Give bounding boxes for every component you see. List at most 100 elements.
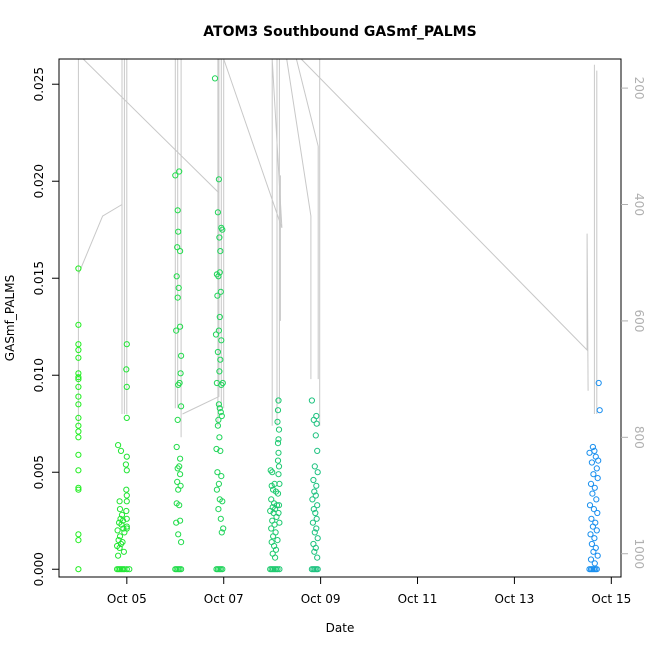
data-point: [75, 321, 82, 328]
data-point: [308, 397, 315, 404]
x-axis: Oct 05 Oct 07 Oct 09 Oct 11 Oct 13 Oct 15: [107, 577, 631, 606]
data-point: [589, 443, 597, 451]
data-point: [114, 527, 121, 534]
data-point: [75, 537, 82, 544]
data-point: [116, 544, 123, 552]
data-point: [314, 502, 321, 509]
data-point: [75, 341, 82, 348]
data-point: [174, 244, 181, 251]
data-point: [122, 461, 130, 468]
data-point: [177, 370, 184, 377]
data-point: [175, 531, 182, 538]
data-point: [218, 529, 225, 536]
data-point: [275, 449, 282, 456]
x-axis-label: Date: [326, 621, 355, 635]
data-point: [216, 405, 223, 412]
data-point: [596, 407, 603, 414]
data-point: [75, 428, 82, 435]
data-point: [314, 566, 321, 573]
pressure-line: [77, 59, 123, 426]
data-point: [312, 544, 319, 552]
data-point: [594, 552, 601, 559]
data-point: [215, 327, 222, 334]
y2-axis: 200 400 600 800 1000: [621, 77, 646, 569]
data-point: [275, 426, 283, 433]
data-point: [588, 515, 595, 522]
pressure-line: [82, 58, 220, 194]
data-point: [175, 381, 182, 388]
data-point: [216, 313, 223, 321]
data-point: [214, 209, 221, 216]
data-point: [177, 455, 184, 462]
data-point: [274, 457, 282, 464]
data-point: [177, 248, 184, 255]
data-point: [126, 566, 133, 573]
data-point: [217, 288, 224, 295]
data-point: [220, 525, 227, 532]
y-tick-label: 0.020: [32, 164, 46, 198]
data-point: [591, 560, 598, 567]
data-point: [274, 440, 282, 447]
data-point: [123, 492, 130, 499]
data-point: [120, 548, 128, 555]
x-tick-label: Oct 07: [204, 592, 244, 606]
data-point: [173, 519, 180, 526]
data-point: [212, 331, 220, 338]
data-point: [272, 488, 280, 495]
data-point: [217, 248, 224, 255]
data-point: [311, 463, 318, 470]
data-point: [75, 370, 82, 377]
data-point: [216, 234, 223, 241]
data-point: [75, 566, 82, 573]
data-point: [272, 546, 280, 553]
data-point: [115, 552, 122, 559]
chart-title: ATOM3 Southbound GASmf_PALMS: [203, 24, 476, 40]
data-point: [594, 509, 601, 517]
data-point: [176, 168, 183, 175]
data-point: [123, 507, 130, 515]
data-point: [268, 525, 275, 532]
data-point: [75, 531, 82, 538]
data-point: [213, 486, 220, 493]
data-point: [595, 379, 602, 387]
data-point: [123, 366, 130, 373]
data-point: [270, 533, 277, 540]
data-point: [123, 525, 130, 532]
data-point: [175, 486, 182, 493]
data-point: [593, 527, 600, 534]
data-point: [215, 176, 222, 183]
data-point: [120, 525, 127, 532]
data-point: [309, 496, 316, 503]
data-point: [172, 172, 179, 179]
data-point: [587, 480, 595, 487]
data-point: [588, 459, 596, 466]
data-point: [272, 554, 279, 561]
data-point: [309, 519, 316, 526]
data-point: [211, 75, 219, 82]
x-tick-label: Oct 05: [107, 592, 147, 606]
data-point: [123, 414, 130, 421]
data-point: [313, 420, 320, 427]
data-point: [214, 292, 221, 299]
data-point: [75, 265, 82, 272]
data-point: [216, 434, 223, 441]
data-point: [116, 498, 123, 505]
data-point: [75, 484, 82, 491]
data-point: [274, 407, 282, 414]
data-point: [116, 506, 124, 513]
pressure-line: [223, 58, 283, 426]
data-point: [269, 469, 276, 476]
data-point: [175, 284, 182, 291]
data-point: [215, 480, 222, 487]
data-point: [75, 467, 82, 474]
data-point: [214, 422, 221, 429]
data-point: [117, 447, 125, 454]
data-point: [123, 523, 130, 530]
data-point: [174, 478, 181, 485]
data-point: [275, 397, 282, 404]
y-tick-label: 0.000: [32, 552, 46, 586]
data-point: [75, 374, 82, 381]
data-point: [75, 451, 82, 458]
data-point: [310, 506, 317, 513]
data-point: [173, 273, 180, 280]
